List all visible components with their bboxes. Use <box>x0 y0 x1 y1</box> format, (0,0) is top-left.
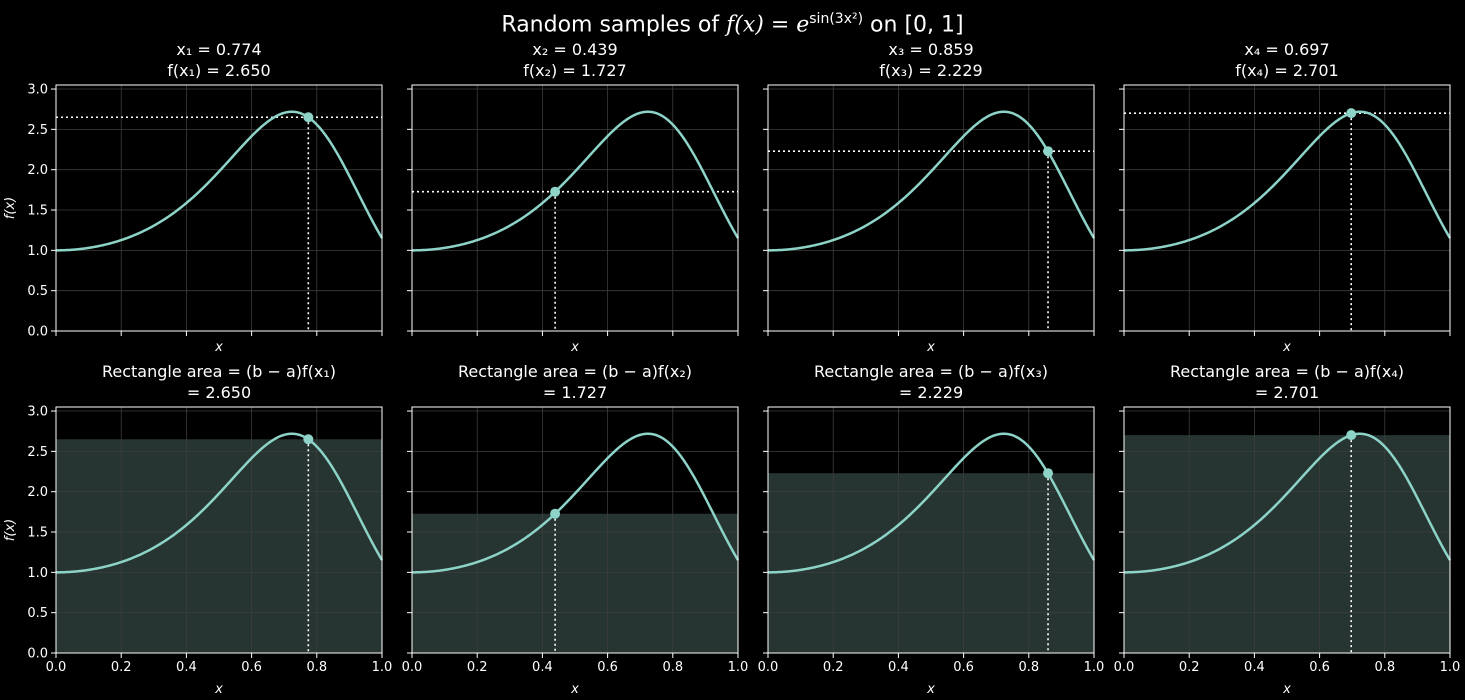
figure-title-prefix: Random samples of <box>501 12 727 38</box>
x-tick-label-r2c3-0: 0.0 <box>758 660 779 675</box>
function-curve-r1c1 <box>56 110 384 252</box>
x-tick-label-r2c1-4: 0.8 <box>306 660 327 675</box>
function-curve-r1c2 <box>412 110 740 252</box>
subplot-title-fx-r1c4: f(x₄) = 2.701 <box>1235 61 1338 80</box>
subplot-title-area-r2c2: Rectangle area = (b − a)f(x₂) <box>458 362 692 381</box>
area-rectangle-r2c1 <box>56 439 382 653</box>
subplot-title-x-r1c1: x₁ = 0.774 <box>176 40 261 59</box>
figure-title-exponent: sin(3x²) <box>809 11 864 27</box>
function-curve-r1c4 <box>1124 110 1452 252</box>
area-rectangle-r2c4 <box>1124 435 1450 653</box>
subplot-title-x-r1c3: x₃ = 0.859 <box>888 40 973 59</box>
sample-point-r1c2 <box>550 186 561 197</box>
x-tick-label-r2c2-5: 1.0 <box>728 660 749 675</box>
subplot-title-fx-r1c2: f(x₂) = 1.727 <box>523 61 626 80</box>
y-tick-label-r1c1-4: 2.0 <box>27 163 48 178</box>
x-tick-label-r2c4-5: 1.0 <box>1440 660 1461 675</box>
sample-point-r2c2 <box>550 508 561 519</box>
sample-point-r2c3 <box>1043 468 1054 479</box>
figure-title-suffix: on [0, 1] <box>863 12 964 38</box>
y-tick-label-r2c1-5: 2.5 <box>27 445 48 460</box>
axes-frame-r2c3 <box>767 406 1095 654</box>
subplot-title-value-r2c2: = 1.727 <box>543 383 607 402</box>
subplot-title-area-r2c1: Rectangle area = (b − a)f(x₁) <box>102 362 336 381</box>
x-axis-label-r2c4: x <box>1282 682 1291 697</box>
y-axis-label-r2c1: f(x) <box>3 519 18 541</box>
x-tick-label-r2c2-4: 0.8 <box>662 660 683 675</box>
x-tick-label-r2c4-3: 0.6 <box>1309 660 1330 675</box>
subplot-title-x-r1c2: x₂ = 0.439 <box>532 40 617 59</box>
x-tick-label-r2c3-2: 0.4 <box>888 660 909 675</box>
x-tick-label-r2c1-0: 0.0 <box>46 660 67 675</box>
y-tick-label-r2c1-2: 1.0 <box>27 566 48 581</box>
axes-frame-r1c4 <box>1123 84 1451 332</box>
x-axis-label-r2c3: x <box>926 682 935 697</box>
area-rectangle-r2c2 <box>412 513 738 653</box>
x-axis-label-r1c1: x <box>214 340 223 355</box>
x-tick-label-r2c2-3: 0.6 <box>597 660 618 675</box>
x-axis-label-r1c4: x <box>1282 340 1291 355</box>
axes-frame-r2c1 <box>55 406 383 654</box>
function-curve-r2c3 <box>768 432 1096 574</box>
subplot-title-fx-r1c1: f(x₁) = 2.650 <box>167 61 270 80</box>
y-tick-label-r1c1-1: 0.5 <box>27 284 48 299</box>
axes-frame-r2c2 <box>411 406 739 654</box>
axes-frame-r1c2 <box>411 84 739 332</box>
function-curve-r2c2 <box>412 432 740 574</box>
sample-point-r1c3 <box>1043 146 1054 157</box>
area-rectangle-r2c3 <box>768 473 1094 653</box>
x-tick-label-r2c2-0: 0.0 <box>402 660 423 675</box>
x-axis-label-r2c2: x <box>570 682 579 697</box>
y-tick-label-r2c1-4: 2.0 <box>27 485 48 500</box>
sample-point-r1c1 <box>303 112 314 123</box>
subplot-title-value-r2c4: = 2.701 <box>1255 383 1319 402</box>
x-tick-label-r2c3-4: 0.8 <box>1018 660 1039 675</box>
function-curve-r2c4 <box>1124 432 1452 574</box>
x-tick-label-r2c1-5: 1.0 <box>372 660 393 675</box>
x-tick-label-r2c1-1: 0.2 <box>111 660 132 675</box>
y-tick-label-r2c1-3: 1.5 <box>27 526 48 541</box>
x-tick-label-r2c4-1: 0.2 <box>1179 660 1200 675</box>
x-axis-label-r1c3: x <box>926 340 935 355</box>
subplot-title-fx-r1c3: f(x₃) = 2.229 <box>879 61 982 80</box>
function-curve-r1c3 <box>768 110 1096 252</box>
axes-frame-r1c3 <box>767 84 1095 332</box>
sample-point-r2c1 <box>303 434 314 445</box>
x-tick-label-r2c3-1: 0.2 <box>823 660 844 675</box>
axes-frame-r1c1 <box>55 84 383 332</box>
x-tick-label-r2c4-4: 0.8 <box>1374 660 1395 675</box>
y-tick-label-r1c1-0: 0.0 <box>27 325 48 340</box>
y-tick-label-r2c1-0: 0.0 <box>27 647 48 662</box>
x-tick-label-r2c1-3: 0.6 <box>241 660 262 675</box>
subplot-title-area-r2c4: Rectangle area = (b − a)f(x₄) <box>1170 362 1404 381</box>
x-tick-label-r2c3-5: 1.0 <box>1084 660 1105 675</box>
x-tick-label-r2c2-1: 0.2 <box>467 660 488 675</box>
sample-point-r1c4 <box>1346 108 1357 119</box>
axes-frame-r2c4 <box>1123 406 1451 654</box>
y-tick-label-r1c1-2: 1.0 <box>27 244 48 259</box>
subplot-title-value-r2c1: = 2.650 <box>187 383 251 402</box>
function-curve-r2c1 <box>56 432 384 574</box>
y-tick-label-r1c1-5: 2.5 <box>27 123 48 138</box>
x-tick-label-r2c4-2: 0.4 <box>1244 660 1265 675</box>
subplot-title-value-r2c3: = 2.229 <box>899 383 963 402</box>
x-axis-label-r1c2: x <box>570 340 579 355</box>
subplot-title-area-r2c3: Rectangle area = (b − a)f(x₃) <box>814 362 1048 381</box>
subplot-title-x-r1c4: x₄ = 0.697 <box>1244 40 1329 59</box>
x-tick-label-r2c4-0: 0.0 <box>1114 660 1135 675</box>
y-tick-label-r1c1-3: 1.5 <box>27 204 48 219</box>
y-axis-label-r1c1: f(x) <box>3 197 18 219</box>
y-tick-label-r2c1-1: 0.5 <box>27 606 48 621</box>
figure-title-function: f(x) = e <box>726 12 810 38</box>
x-tick-label-r2c2-2: 0.4 <box>532 660 553 675</box>
y-tick-label-r1c1-6: 3.0 <box>27 83 48 98</box>
x-tick-label-r2c3-3: 0.6 <box>953 660 974 675</box>
figure-title: Random samples of f(x) = esin(3x²) on [0… <box>0 4 1465 40</box>
sample-point-r2c4 <box>1346 430 1357 441</box>
x-tick-label-r2c1-2: 0.4 <box>176 660 197 675</box>
x-axis-label-r2c1: x <box>214 682 223 697</box>
y-tick-label-r2c1-6: 3.0 <box>27 405 48 420</box>
